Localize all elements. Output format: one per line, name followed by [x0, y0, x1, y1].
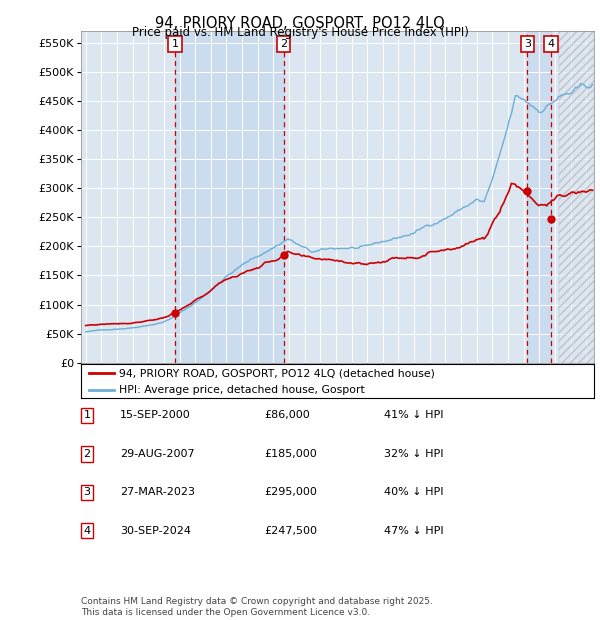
Text: 32% ↓ HPI: 32% ↓ HPI: [384, 449, 443, 459]
Bar: [175, 31, 284, 363]
Text: 3: 3: [83, 487, 91, 497]
Text: 2: 2: [83, 449, 91, 459]
Text: HPI: Average price, detached house, Gosport: HPI: Average price, detached house, Gosp…: [119, 384, 365, 394]
Text: 2: 2: [280, 39, 287, 49]
Text: £185,000: £185,000: [264, 449, 317, 459]
Text: 1: 1: [83, 410, 91, 420]
Text: 15-SEP-2000: 15-SEP-2000: [120, 410, 191, 420]
Text: 47% ↓ HPI: 47% ↓ HPI: [384, 526, 443, 536]
Text: 41% ↓ HPI: 41% ↓ HPI: [384, 410, 443, 420]
Text: 40% ↓ HPI: 40% ↓ HPI: [384, 487, 443, 497]
Text: 4: 4: [547, 39, 554, 49]
Text: £86,000: £86,000: [264, 410, 310, 420]
Text: 29-AUG-2007: 29-AUG-2007: [120, 449, 194, 459]
Bar: [527, 31, 551, 363]
Text: 3: 3: [524, 39, 531, 49]
Text: £247,500: £247,500: [264, 526, 317, 536]
Text: 30-SEP-2024: 30-SEP-2024: [120, 526, 191, 536]
Text: Contains HM Land Registry data © Crown copyright and database right 2025.
This d: Contains HM Land Registry data © Crown c…: [81, 598, 433, 617]
Text: 94, PRIORY ROAD, GOSPORT, PO12 4LQ (detached house): 94, PRIORY ROAD, GOSPORT, PO12 4LQ (deta…: [119, 368, 436, 378]
Text: 94, PRIORY ROAD, GOSPORT, PO12 4LQ: 94, PRIORY ROAD, GOSPORT, PO12 4LQ: [155, 16, 445, 30]
Text: 1: 1: [172, 39, 178, 49]
Text: 27-MAR-2023: 27-MAR-2023: [120, 487, 195, 497]
Bar: [559, 31, 594, 363]
Text: Price paid vs. HM Land Registry's House Price Index (HPI): Price paid vs. HM Land Registry's House …: [131, 26, 469, 39]
Bar: [559, 31, 594, 363]
Text: £295,000: £295,000: [264, 487, 317, 497]
Text: 4: 4: [83, 526, 91, 536]
